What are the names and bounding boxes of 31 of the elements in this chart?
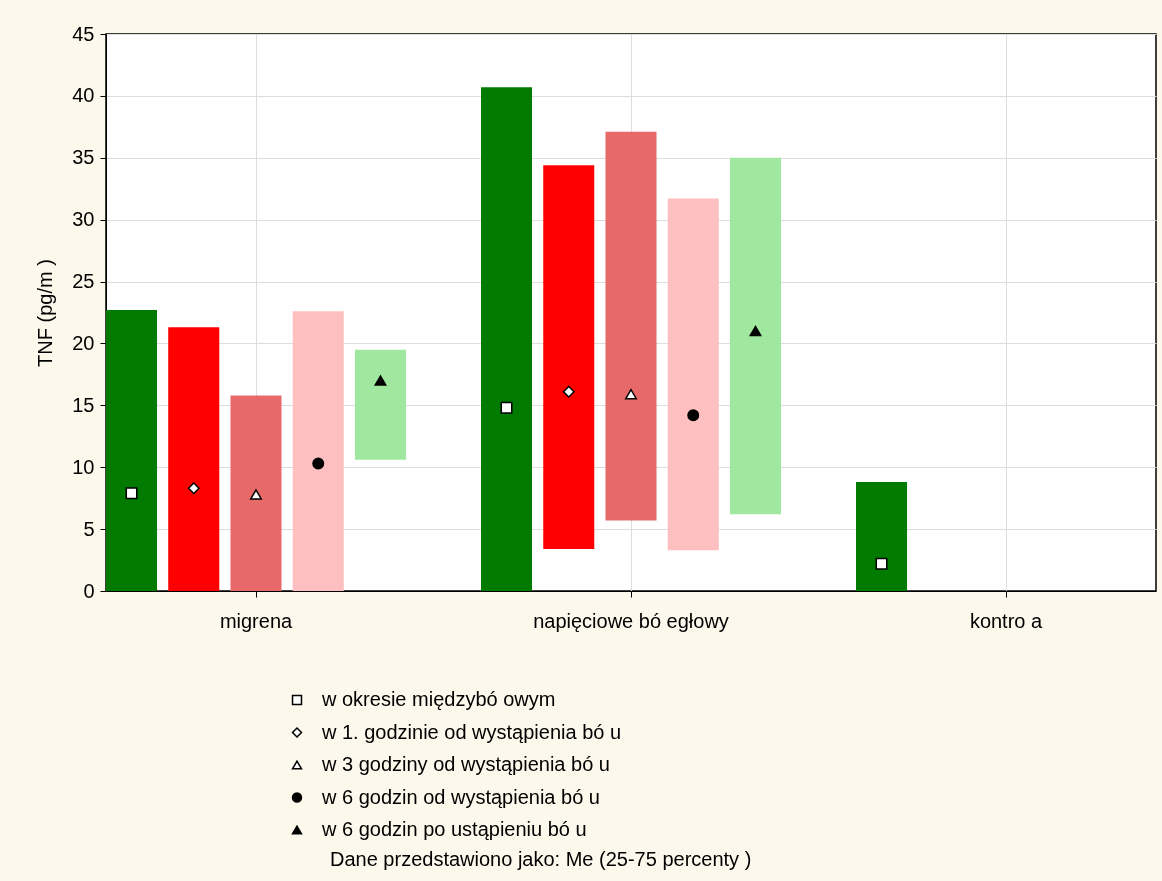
y-tick-label: 20 (72, 331, 95, 354)
bar (667, 198, 719, 551)
bar (543, 165, 595, 549)
legend-label: w 3 godziny od wystąpienia bó u (321, 753, 610, 775)
y-tick-label: 15 (72, 393, 95, 416)
y-tick-label: 30 (72, 208, 95, 231)
y-tick-label: 10 (72, 455, 95, 478)
legend-label: w 6 godzin po ustąpieniu bó u (321, 818, 587, 840)
x-tick-label: migrena (219, 609, 293, 632)
bar (292, 311, 344, 591)
y-axis-title: TNF (pg/m ) (34, 259, 57, 367)
x-tick-label: napięciowe bó egłowy (533, 609, 729, 632)
bar (106, 310, 158, 591)
bar (168, 327, 220, 591)
y-tick-label: 40 (72, 84, 95, 107)
bar (605, 131, 657, 521)
legend-label: w okresie międzybó owym (321, 688, 556, 710)
text: Dane przedstawiono jako: Me (25-75 percenty ) (330, 848, 752, 870)
legend-label: w 6 godzin od wystąpienia bó u (321, 785, 600, 808)
bar (481, 87, 533, 591)
y-tick-label: 25 (72, 270, 95, 293)
y-tick-label: 45 (72, 22, 95, 45)
y-tick-label: 5 (83, 517, 95, 540)
y-tick-label: 0 (83, 579, 95, 602)
bar (230, 395, 282, 591)
bar (856, 482, 908, 591)
y-tick-label: 35 (72, 146, 95, 169)
bar (354, 349, 406, 460)
x-tick-label: kontro a (969, 609, 1044, 632)
legend-label: w 1. godzinie od wystąpienia bó u (321, 720, 622, 743)
bar (729, 157, 781, 515)
